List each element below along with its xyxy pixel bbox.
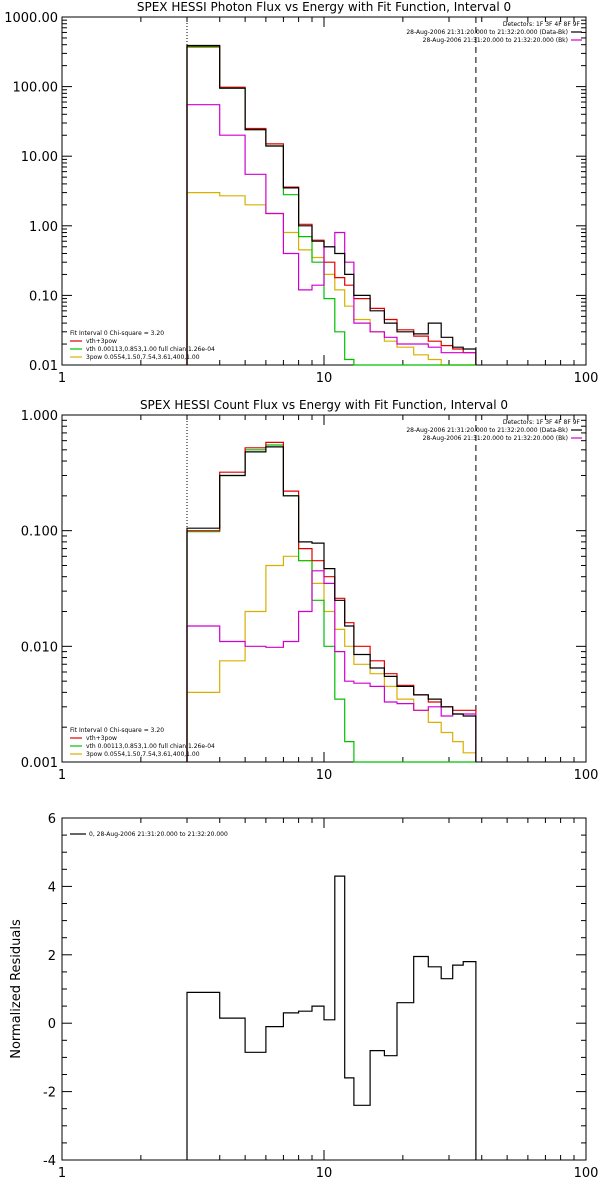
y-tick-label: 100.00 bbox=[13, 81, 59, 96]
x-tick-label: 10 bbox=[316, 371, 333, 386]
y-tick-label: -4 bbox=[43, 1154, 56, 1169]
fit-legend-label: vth+3pow bbox=[86, 338, 117, 345]
x-tick-label: 10 bbox=[316, 1166, 333, 1181]
x-tick-label: 1 bbox=[58, 768, 66, 783]
info-text: 28-Aug-2006 21:31:20.000 to 21:32:20.000… bbox=[423, 435, 568, 442]
chart-panel-2: SPEX HESSI Count Flux vs Energy with Fit… bbox=[21, 398, 599, 783]
y-tick-label: 1.000 bbox=[21, 409, 58, 424]
series-vth bbox=[186, 444, 476, 763]
fit-legend-label: vth+3pow bbox=[86, 735, 117, 742]
x-tick-label: 10 bbox=[316, 768, 333, 783]
x-tick-label: 100 bbox=[574, 371, 599, 386]
series-vth-3pow bbox=[186, 45, 477, 365]
fit-legend-label: vth 0.00113,0.853,1.00 full chian 1.26e-… bbox=[86, 743, 215, 750]
y-tick-label: 4 bbox=[48, 880, 56, 895]
x-tick-label: 1 bbox=[58, 371, 66, 386]
plot-frame bbox=[61, 817, 587, 1161]
chart-panel-1: SPEX HESSI Photon Flux vs Energy with Fi… bbox=[4, 0, 598, 386]
fit-legend-label: 3pow 0.0554,1.50,7.54,3.61,400,1.00 bbox=[86, 354, 200, 361]
y-tick-label: -2 bbox=[43, 1086, 56, 1101]
series-bk bbox=[186, 104, 477, 365]
y-tick-label: 1.00 bbox=[29, 220, 58, 235]
chart-title: SPEX HESSI Photon Flux vs Energy with Fi… bbox=[137, 0, 511, 14]
series-vth bbox=[186, 46, 476, 366]
y-tick-label: 0 bbox=[48, 1017, 56, 1032]
series-bk bbox=[186, 570, 477, 762]
series-data-bk bbox=[186, 446, 477, 762]
fit-summary: Fit Interval 0 Chi-square = 3.20 bbox=[70, 330, 164, 337]
fit-legend-label: vth 0.00113,0.853,1.00 full chian 1.26e-… bbox=[86, 346, 215, 353]
x-tick-label: 1 bbox=[58, 1166, 66, 1181]
info-text: 28-Aug-2006 21:31:20.000 to 21:32:20.000… bbox=[406, 427, 568, 434]
y-tick-label: 0.010 bbox=[21, 640, 58, 655]
y-tick-label: 0.100 bbox=[21, 525, 58, 540]
y-tick-label: 0.001 bbox=[21, 756, 58, 771]
series-3pow bbox=[186, 555, 477, 762]
y-tick-label: 0.01 bbox=[29, 359, 58, 374]
series-0-28-aug-2006-21-31-20-000-to-21-32-20-000 bbox=[186, 875, 477, 1160]
y-tick-label: 1000.00 bbox=[4, 11, 58, 26]
fit-summary: Fit Interval 0 Chi-square = 3.20 bbox=[70, 727, 164, 734]
y-axis-label: Normalized Residuals bbox=[9, 919, 24, 1059]
x-tick-label: 100 bbox=[574, 768, 599, 783]
series-vth-3pow bbox=[186, 441, 477, 762]
series-3pow bbox=[186, 192, 476, 366]
info-text: Detectors: 1F 3F 4F 8F 9F bbox=[503, 21, 581, 28]
chart-panel-3: 1 10 100 -4 -2 0 2 4 6 Normalized Residuals 0, 28-… bbox=[9, 812, 598, 1181]
y-tick-label: 0.10 bbox=[29, 289, 58, 304]
y-tick-label: 2 bbox=[48, 949, 56, 964]
series-data-bk bbox=[186, 44, 477, 365]
chart-title: SPEX HESSI Count Flux vs Energy with Fit… bbox=[140, 398, 508, 412]
y-tick-label: 6 bbox=[48, 812, 56, 827]
info-text: 28-Aug-2006 21:31:20.000 to 21:32:20.000… bbox=[423, 37, 568, 44]
x-tick-label: 100 bbox=[574, 1166, 599, 1181]
info-text: 28-Aug-2006 21:31:20.000 to 21:32:20.000… bbox=[406, 29, 568, 36]
plot-frame bbox=[61, 16, 587, 366]
fit-legend-label: 3pow 0.0554,1.50,7.54,3.61,400,1.00 bbox=[86, 751, 200, 758]
residual-legend-label: 0, 28-Aug-2006 21:31:20.000 to 21:32:20.… bbox=[89, 831, 228, 838]
y-tick-label: 10.00 bbox=[21, 150, 58, 165]
info-text: Detectors: 1F 3F 4F 8F 9F bbox=[503, 419, 581, 426]
